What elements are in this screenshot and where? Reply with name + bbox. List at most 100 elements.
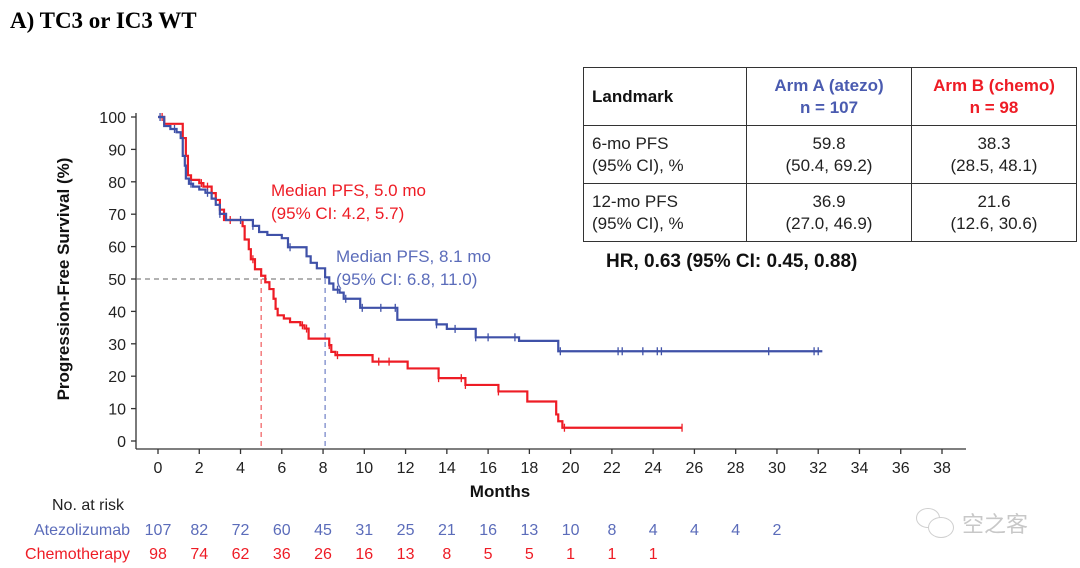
risk-value-chemotherapy: 8 <box>442 546 451 563</box>
survival-curves <box>158 113 823 432</box>
row-label-line1: 12-mo PFS <box>592 191 678 211</box>
risk-value-atezolizumab: 25 <box>397 522 415 539</box>
risk-value-chemotherapy: 1 <box>649 546 658 563</box>
x-tick-label: 16 <box>479 460 497 477</box>
risk-row-label-chemo: Chemotherapy <box>25 546 130 563</box>
risk-value-atezolizumab: 8 <box>607 522 616 539</box>
km-curve-atezolizumab <box>158 115 823 353</box>
x-tick-label: 24 <box>644 460 662 477</box>
y-tick-label: 10 <box>108 402 126 419</box>
risk-value-atezolizumab: 4 <box>690 522 699 539</box>
risk-value-chemotherapy: 13 <box>397 546 415 563</box>
header-landmark: Landmark <box>583 67 747 126</box>
hazard-ratio: HR, 0.63 (95% CI: 0.45, 0.88) <box>606 251 858 272</box>
table-row: 12-mo PFS (95% CI), % 36.9 (27.0, 46.9) 21… <box>583 183 1077 242</box>
risk-value-atezolizumab: 16 <box>479 522 497 539</box>
landmark-table-header: Landmark Arm A (atezo) n = 107 Arm B (che… <box>583 67 1077 126</box>
x-tick-label: 6 <box>277 460 286 477</box>
risk-value-atezolizumab: 60 <box>273 522 291 539</box>
risk-value-chemotherapy: 1 <box>607 546 616 563</box>
annotation-atezo-median: Median PFS, 8.1 mo <box>336 247 491 266</box>
risk-value-atezolizumab: 10 <box>562 522 580 539</box>
x-tick-label: 34 <box>851 460 869 477</box>
row-label-line1: 6-mo PFS <box>592 133 669 153</box>
risk-value-atezolizumab: 107 <box>145 522 172 539</box>
risk-value-chemotherapy: 62 <box>232 546 250 563</box>
x-tick-label: 20 <box>562 460 580 477</box>
risk-value-chemotherapy: 16 <box>355 546 373 563</box>
risk-value-atezolizumab: 31 <box>355 522 373 539</box>
risk-row-label-atezo: Atezolizumab <box>34 522 130 539</box>
risk-value-chemotherapy: 1 <box>566 546 575 563</box>
y-tick-label: 0 <box>117 434 126 451</box>
annotation-chemo-median: Median PFS, 5.0 mo <box>271 181 426 200</box>
median-reference-lines <box>136 278 326 449</box>
risk-value-atezolizumab: 4 <box>649 522 658 539</box>
y-axis-label: Progression-Free Survival (%) <box>54 158 73 401</box>
y-tick-label: 40 <box>108 304 126 321</box>
risk-value-chemotherapy: 74 <box>190 546 208 563</box>
x-tick-label: 4 <box>236 460 245 477</box>
arm-b-cell: 21.6 (12.6, 30.6) <box>911 183 1077 242</box>
header-arm-a-n: n = 107 <box>799 97 859 117</box>
header-arm-b-n: n = 98 <box>969 97 1019 117</box>
header-landmark-label: Landmark <box>592 86 674 106</box>
arm-a-value: 59.8 <box>812 133 846 153</box>
x-tick-label: 32 <box>809 460 827 477</box>
annotation-chemo-ci: (95% CI: 4.2, 5.7) <box>271 204 404 223</box>
risk-value-atezolizumab: 2 <box>772 522 781 539</box>
wechat-icon <box>916 508 956 538</box>
arm-a-value: 36.9 <box>812 191 846 211</box>
risk-value-chemotherapy: 26 <box>314 546 332 563</box>
x-tick-label: 8 <box>319 460 328 477</box>
risk-value-atezolizumab: 4 <box>731 522 740 539</box>
x-tick-label: 22 <box>603 460 621 477</box>
risk-value-atezolizumab: 82 <box>190 522 208 539</box>
annotation-atezo-ci: (95% CI: 6.8, 11.0) <box>336 270 477 289</box>
header-arm-a-name: Arm A (atezo) <box>774 75 884 95</box>
arm-b-value: 38.3 <box>977 133 1011 153</box>
y-tick-label: 70 <box>108 207 126 224</box>
x-tick-label: 0 <box>154 460 163 477</box>
x-tick-label: 10 <box>355 460 373 477</box>
y-tick-label: 30 <box>108 337 126 354</box>
row-label-line2: (95% CI), % <box>592 213 684 233</box>
risk-value-atezolizumab: 72 <box>232 522 250 539</box>
risk-table: No. at risk Atezolizumab Chemotherapy 10… <box>25 497 781 563</box>
landmark-table: Landmark Arm A (atezo) n = 107 Arm B (che… <box>583 67 1077 242</box>
arm-a-ci: (50.4, 69.2) <box>785 155 873 175</box>
km-curve-chemotherapy <box>158 115 683 429</box>
row-label: 6-mo PFS (95% CI), % <box>583 125 747 184</box>
arm-b-cell: 38.3 (28.5, 48.1) <box>911 125 1077 184</box>
x-tick-label: 12 <box>397 460 415 477</box>
x-axis-label: Months <box>470 482 530 501</box>
watermark-text: 空之客 <box>962 512 1029 537</box>
risk-value-chemotherapy: 36 <box>273 546 291 563</box>
table-row: 6-mo PFS (95% CI), % 59.8 (50.4, 69.2) 38.… <box>583 125 1077 184</box>
row-label-line2: (95% CI), % <box>592 155 684 175</box>
x-tick-label: 14 <box>438 460 456 477</box>
risk-value-chemotherapy: 5 <box>484 546 493 563</box>
header-arm-a: Arm A (atezo) n = 107 <box>746 67 912 126</box>
header-arm-b-name: Arm B (chemo) <box>933 75 1055 95</box>
x-tick-label: 18 <box>520 460 538 477</box>
x-tick-label: 28 <box>727 460 745 477</box>
y-tick-label: 20 <box>108 369 126 386</box>
y-tick-label: 100 <box>99 110 126 127</box>
risk-value-chemotherapy: 5 <box>525 546 534 563</box>
arm-b-ci: (28.5, 48.1) <box>950 155 1038 175</box>
risk-value-chemotherapy: 98 <box>149 546 167 563</box>
x-tick-label: 38 <box>933 460 951 477</box>
y-tick-label: 90 <box>108 142 126 159</box>
risk-value-atezolizumab: 45 <box>314 522 332 539</box>
arm-b-ci: (12.6, 30.6) <box>950 213 1038 233</box>
x-tick-label: 30 <box>768 460 786 477</box>
arm-a-cell: 36.9 (27.0, 46.9) <box>746 183 912 242</box>
panel-title: A) TC3 or IC3 WT <box>10 8 197 33</box>
median-annotations: Median PFS, 5.0 mo (95% CI: 4.2, 5.7) Me… <box>271 181 491 289</box>
y-tick-label: 60 <box>108 240 126 257</box>
arm-b-value: 21.6 <box>977 191 1011 211</box>
x-tick-label: 26 <box>686 460 704 477</box>
